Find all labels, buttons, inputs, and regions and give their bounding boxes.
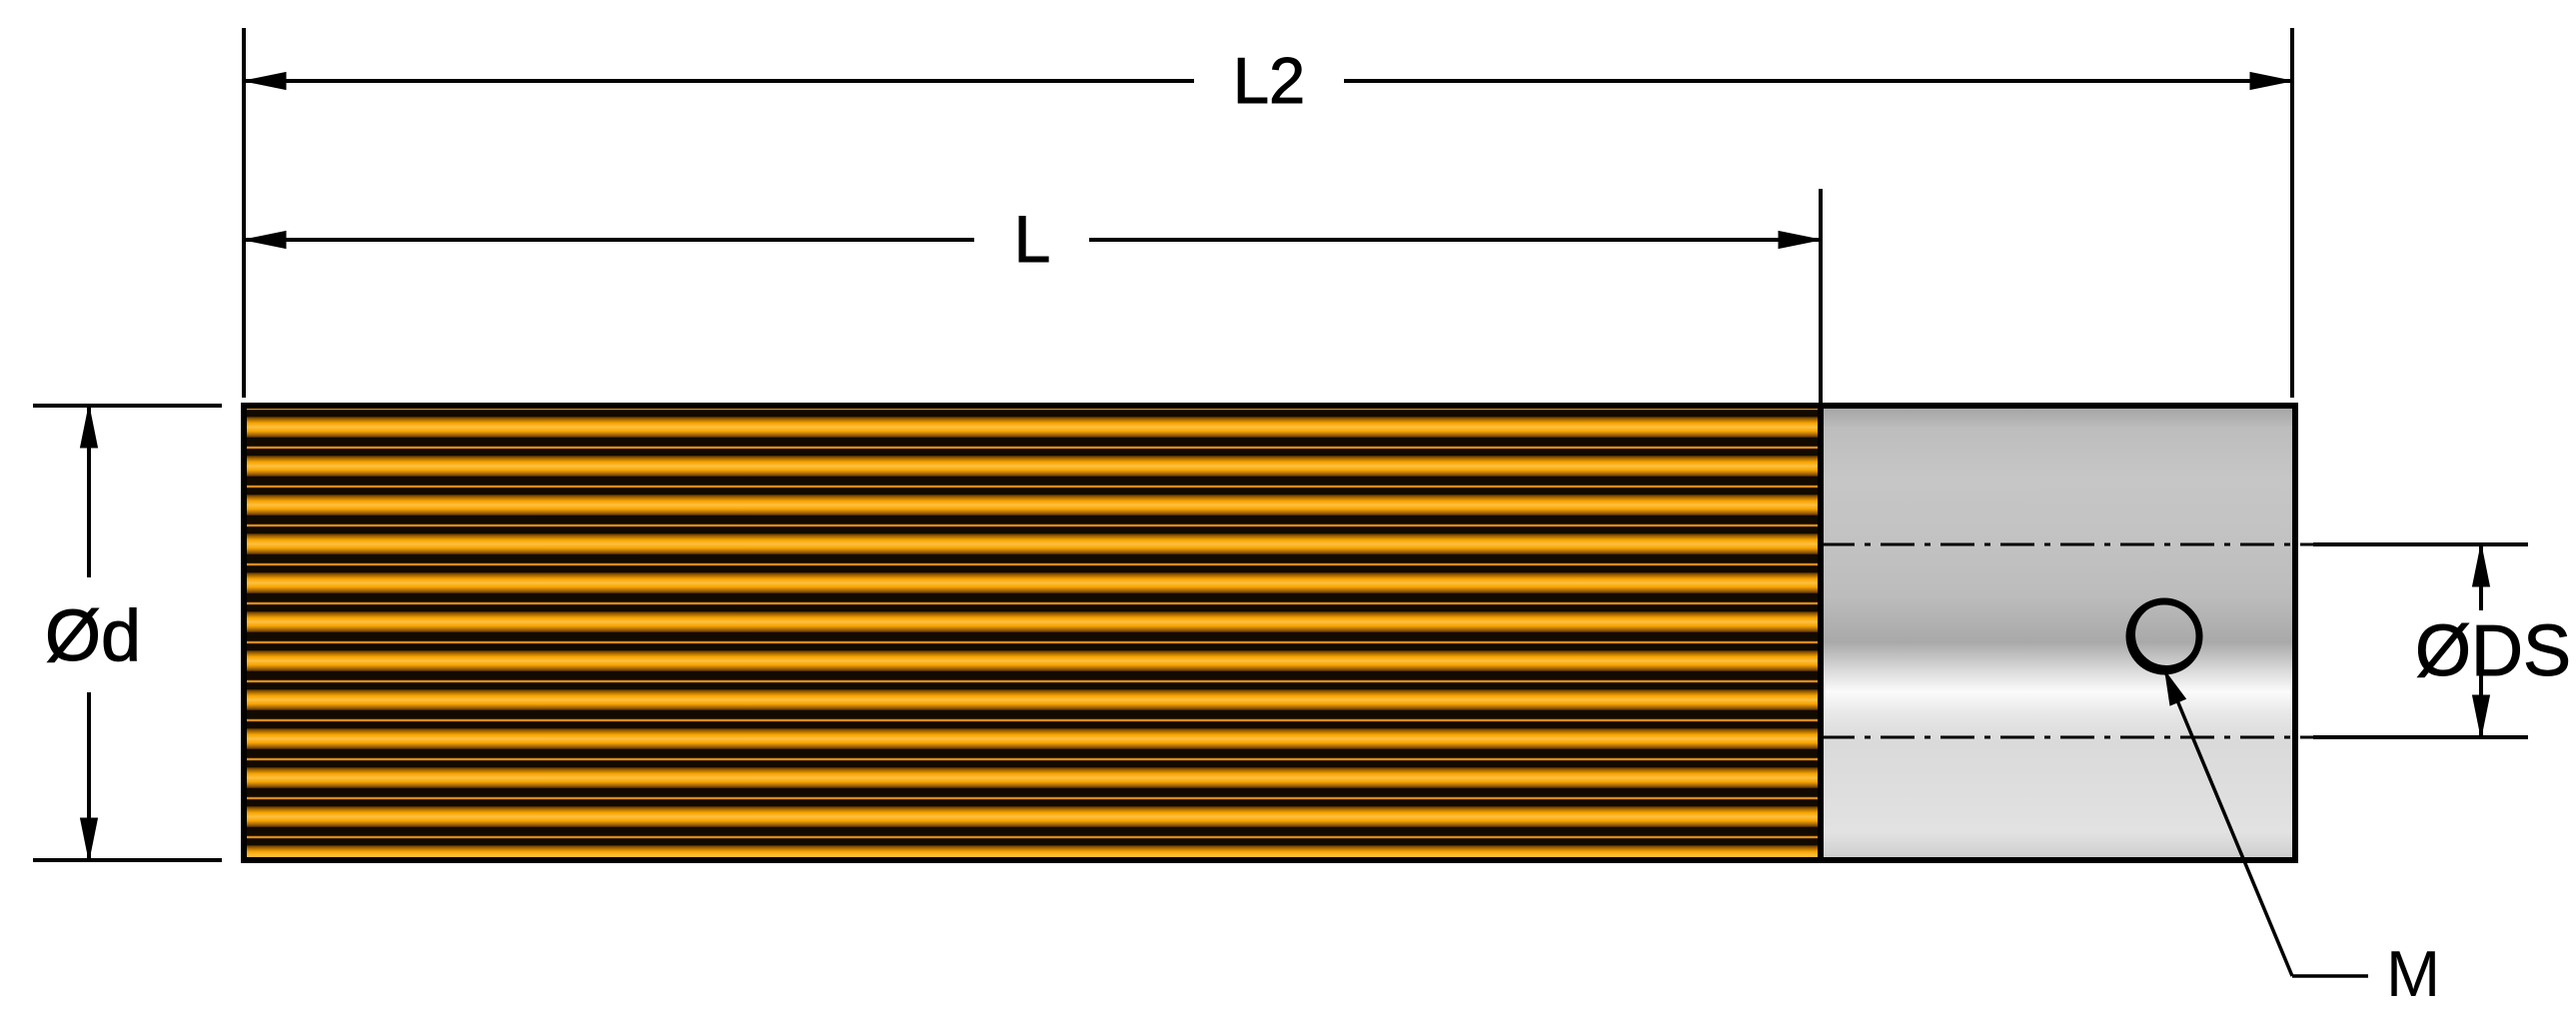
- svg-text:ØDS: ØDS: [2415, 611, 2571, 691]
- svg-text:Ød: Ød: [45, 596, 141, 676]
- svg-text:L: L: [1014, 202, 1051, 276]
- svg-text:L2: L2: [1233, 44, 1305, 117]
- svg-text:M: M: [2386, 937, 2440, 1010]
